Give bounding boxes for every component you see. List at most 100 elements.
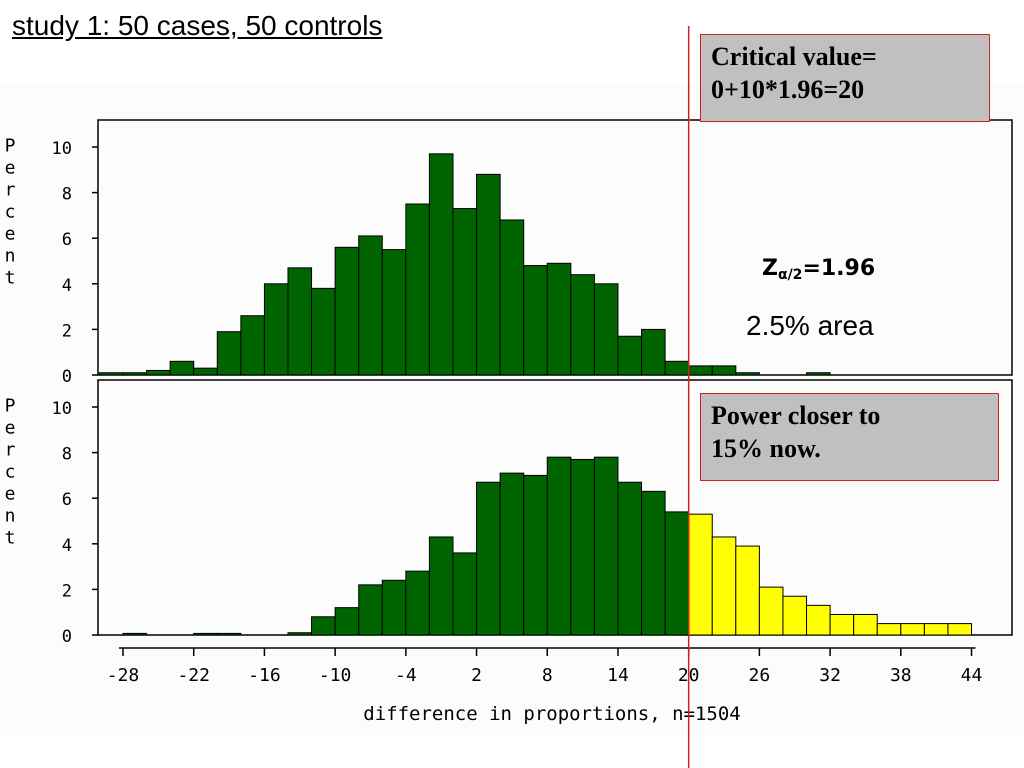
y-axis-label-char: e bbox=[5, 158, 16, 179]
histogram-bar bbox=[617, 335, 643, 376]
histogram-bar bbox=[499, 472, 525, 636]
y-axis-label-char: t bbox=[5, 528, 16, 549]
highlight-bar bbox=[829, 613, 855, 636]
y-axis-label-char: n bbox=[5, 246, 16, 267]
histogram-bar bbox=[664, 360, 690, 376]
histogram-bar bbox=[570, 458, 595, 636]
highlight-bar bbox=[923, 623, 949, 636]
z-value: =1.96 bbox=[802, 256, 876, 281]
y-axis-label-char: e bbox=[5, 418, 16, 439]
highlight-bar bbox=[876, 623, 902, 636]
highlight-bar bbox=[947, 623, 973, 636]
histogram-bar bbox=[405, 570, 430, 636]
x-tick-label: 8 bbox=[542, 665, 553, 686]
power-line2: 15% now. bbox=[711, 433, 821, 463]
critical-value-callout: Critical value= 0+10*1.96=20 bbox=[700, 34, 990, 122]
histogram-bar bbox=[428, 153, 454, 376]
histogram-bar bbox=[263, 283, 289, 376]
histogram-bar bbox=[593, 283, 619, 376]
histogram-bar bbox=[240, 315, 265, 376]
histogram-bar bbox=[476, 173, 501, 376]
histogram-bar bbox=[476, 481, 501, 636]
x-axis-label: difference in proportions, n=1504 bbox=[363, 703, 741, 725]
y-tick-label: 4 bbox=[62, 536, 72, 556]
histogram-bar bbox=[617, 481, 643, 636]
histogram-bar bbox=[216, 331, 242, 376]
highlight-bar bbox=[806, 604, 831, 636]
y-tick-label: 0 bbox=[62, 627, 72, 647]
x-tick-label: -16 bbox=[248, 665, 281, 686]
histogram-bar bbox=[98, 372, 124, 376]
z-subscript: α/2 bbox=[777, 267, 803, 283]
histogram-bar bbox=[311, 287, 336, 376]
critical-value-line2: 0+10*1.96=20 bbox=[711, 74, 865, 104]
y-axis-label-char: c bbox=[5, 202, 16, 223]
y-tick-label: 8 bbox=[62, 445, 72, 465]
y-tick-label: 8 bbox=[62, 185, 72, 205]
histogram-bar bbox=[334, 607, 360, 636]
histogram-bar bbox=[641, 490, 666, 636]
histogram-bar bbox=[452, 552, 478, 636]
y-tick-label: 0 bbox=[62, 367, 72, 387]
histogram-bar bbox=[169, 360, 195, 376]
x-tick-label: -10 bbox=[319, 665, 352, 686]
histogram-bar bbox=[381, 579, 407, 636]
histogram-bar bbox=[523, 265, 548, 376]
histogram-bar bbox=[806, 372, 831, 376]
histogram-bar bbox=[452, 208, 478, 376]
histogram-bar bbox=[334, 246, 360, 376]
power-callout: Power closer to 15% now. bbox=[700, 393, 999, 481]
highlight-bar bbox=[688, 513, 713, 636]
histogram-bar bbox=[287, 267, 313, 376]
histogram-bar bbox=[287, 632, 313, 636]
histogram-bar bbox=[193, 367, 218, 376]
y-axis-label-char: e bbox=[5, 224, 16, 245]
highlight-bar bbox=[853, 613, 878, 636]
area-label: 2.5% area bbox=[746, 310, 874, 341]
x-tick-label: 38 bbox=[890, 665, 912, 686]
histogram-bar bbox=[688, 365, 713, 376]
histogram-bar bbox=[546, 456, 572, 636]
y-axis-label-char: P bbox=[5, 136, 16, 157]
x-tick-label: -28 bbox=[107, 665, 140, 686]
x-tick-label: -4 bbox=[395, 665, 417, 686]
histogram-bar bbox=[523, 474, 548, 636]
histogram-bar bbox=[593, 456, 619, 636]
histogram-bar bbox=[193, 632, 218, 636]
y-tick-label: 2 bbox=[62, 321, 72, 341]
histogram-bar bbox=[216, 632, 242, 636]
histogram-bar bbox=[122, 632, 148, 636]
y-axis-label-char: e bbox=[5, 484, 16, 505]
histogram-bar bbox=[570, 274, 595, 376]
histogram-bar bbox=[641, 328, 666, 376]
x-tick-label: 26 bbox=[749, 665, 771, 686]
histogram-bar bbox=[428, 536, 454, 636]
y-axis-label-char: c bbox=[5, 462, 16, 483]
y-axis-label-char: P bbox=[5, 396, 16, 417]
histogram-bar bbox=[546, 262, 572, 376]
histogram-bar bbox=[735, 372, 760, 376]
x-tick-label: 2 bbox=[471, 665, 482, 686]
y-axis-label-char: r bbox=[5, 180, 16, 201]
histogram-bar bbox=[146, 369, 171, 376]
y-tick-label: 10 bbox=[52, 399, 72, 419]
histogram-bar bbox=[311, 616, 336, 636]
highlight-bar bbox=[735, 545, 760, 636]
histogram-bar bbox=[499, 219, 525, 376]
x-tick-label: 44 bbox=[961, 665, 983, 686]
y-tick-label: 6 bbox=[62, 230, 72, 250]
power-line1: Power closer to bbox=[711, 401, 881, 430]
z-alpha-label: Zα/2=1.96 bbox=[762, 256, 875, 283]
highlight-bar bbox=[758, 586, 784, 636]
y-tick-label: 6 bbox=[62, 490, 72, 510]
highlight-bar bbox=[900, 623, 925, 636]
y-axis-label-char: t bbox=[5, 268, 16, 289]
histogram-bar bbox=[664, 511, 690, 636]
histogram-bar bbox=[381, 249, 407, 376]
y-tick-label: 2 bbox=[62, 581, 72, 601]
y-tick-label: 10 bbox=[52, 139, 72, 159]
highlight-bar bbox=[711, 536, 737, 636]
